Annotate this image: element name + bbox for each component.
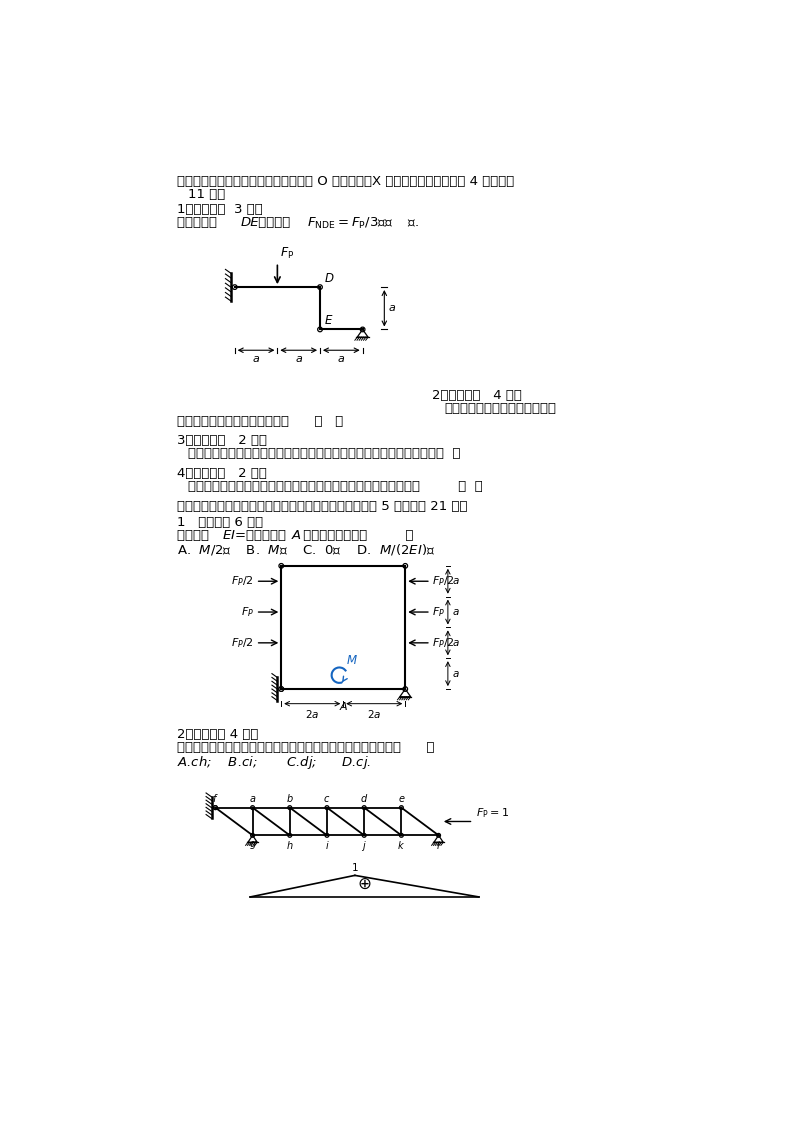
Text: =常数，截面: =常数，截面 — [235, 528, 290, 542]
Text: 4．（本小题   2 分）: 4．（本小题 2 分） — [177, 467, 266, 479]
Text: 力矩分配中的传递系数等于传递弯矩与分配弯矩之比，它与外因无关。（  ）: 力矩分配中的传递系数等于传递弯矩与分配弯矩之比，它与外因无关。（ ） — [188, 448, 461, 460]
Circle shape — [213, 806, 217, 810]
Text: $a$: $a$ — [337, 355, 346, 365]
Circle shape — [251, 834, 255, 837]
Text: 用力法解超静定结构时，只能采: 用力法解超静定结构时，只能采 — [444, 402, 556, 415]
Text: $\oplus$: $\oplus$ — [358, 875, 372, 893]
Text: A.$ch$;    B.$ci$;       C.$dj$;      D.$cj$.: A.$ch$; B.$ci$; C.$dj$; D.$cj$. — [177, 754, 371, 771]
Text: $a$: $a$ — [389, 303, 396, 313]
Circle shape — [279, 687, 284, 691]
Text: $A$: $A$ — [290, 528, 301, 542]
Text: 用多余约束力作为基本未知量。      （   ）: 用多余约束力作为基本未知量。 （ ） — [177, 415, 343, 427]
Text: $a$: $a$ — [295, 355, 303, 365]
Text: $M$: $M$ — [346, 654, 358, 668]
Text: $2a$: $2a$ — [367, 708, 381, 719]
Text: $a$: $a$ — [452, 577, 459, 586]
Circle shape — [400, 834, 404, 837]
Text: $i$: $i$ — [324, 839, 329, 852]
Text: $c$: $c$ — [324, 793, 331, 803]
Circle shape — [318, 285, 322, 289]
Text: $a$: $a$ — [452, 637, 459, 647]
Circle shape — [360, 328, 365, 332]
Text: 1．（本小题  3 分）: 1．（本小题 3 分） — [177, 203, 262, 217]
Text: $g$: $g$ — [249, 839, 256, 852]
Text: $f$: $f$ — [212, 792, 219, 803]
Text: DE: DE — [241, 217, 259, 229]
Text: 1   （本小题 6 分）: 1 （本小题 6 分） — [177, 516, 262, 528]
Text: $a$: $a$ — [252, 355, 260, 365]
Circle shape — [403, 563, 408, 568]
Circle shape — [400, 806, 404, 810]
Circle shape — [213, 806, 217, 810]
Circle shape — [362, 806, 366, 810]
Text: $A$: $A$ — [339, 700, 348, 711]
Text: $a$: $a$ — [452, 607, 459, 617]
Text: $F_P/2$: $F_P/2$ — [232, 574, 254, 588]
Text: 3．（本小题   2 分）: 3．（本小题 2 分） — [177, 434, 266, 448]
Text: 图示结构中: 图示结构中 — [177, 217, 221, 229]
Text: $F_P$: $F_P$ — [432, 605, 446, 619]
Text: $a$: $a$ — [452, 669, 459, 679]
Text: 一、是非题（将判断结果填入括弧：以 O 表示正确，X 表示错误）（本大题分 4 小题，共: 一、是非题（将判断结果填入括弧：以 O 表示正确，X 表示错误）（本大题分 4 … — [177, 175, 514, 187]
Text: $k$: $k$ — [397, 839, 405, 852]
Text: $F_{\rm NDE}=F_{\rm P}/3$。（    ）.: $F_{\rm NDE}=F_{\rm P}/3$。（ ）. — [307, 217, 419, 231]
Text: 2．（本小题   4 分）: 2．（本小题 4 分） — [432, 388, 523, 402]
Circle shape — [318, 328, 322, 332]
Text: $l$: $l$ — [436, 839, 441, 852]
Circle shape — [288, 834, 292, 837]
Circle shape — [403, 687, 408, 691]
Circle shape — [437, 834, 441, 837]
Text: 11 分）: 11 分） — [188, 187, 225, 201]
Circle shape — [362, 834, 366, 837]
Text: A.  $M/2$；    B.  $M$；    C.  $0$；    D.  $M/(2EI)$。: A. $M/2$； B. $M$； C. $0$； D. $M/(2EI)$。 — [177, 542, 435, 557]
Text: 图示结构: 图示结构 — [177, 528, 213, 542]
Circle shape — [325, 806, 329, 810]
Circle shape — [279, 563, 284, 568]
Text: $2a$: $2a$ — [305, 708, 320, 719]
Text: $F_{\rm P}=1$: $F_{\rm P}=1$ — [476, 806, 509, 820]
Text: $EI$: $EI$ — [221, 528, 236, 542]
Text: $j$: $j$ — [362, 839, 367, 853]
Text: $F_P/2$: $F_P/2$ — [432, 574, 455, 588]
Text: 2．（本小题 4 分）: 2．（本小题 4 分） — [177, 727, 258, 741]
Text: $a$: $a$ — [249, 793, 256, 803]
Text: $F_P$: $F_P$ — [241, 605, 254, 619]
Circle shape — [279, 687, 284, 691]
Text: $D$: $D$ — [324, 272, 335, 285]
Text: 图示桁架下弦承载，下面画出的杆件内力影响线，此杆件是：（      ）: 图示桁架下弦承载，下面画出的杆件内力影响线，此杆件是：（ ） — [177, 741, 434, 754]
Circle shape — [232, 285, 237, 289]
Text: 右侧的弯矩为：（         ）: 右侧的弯矩为：（ ） — [299, 528, 414, 542]
Text: $E$: $E$ — [324, 314, 333, 328]
Text: $h$: $h$ — [286, 839, 293, 852]
Text: $b$: $b$ — [286, 792, 293, 803]
Text: 二、选择题（将选中答案的字母填入括弧内）（本大题分 5 小题，共 21 分）: 二、选择题（将选中答案的字母填入括弧内）（本大题分 5 小题，共 21 分） — [177, 500, 467, 514]
Circle shape — [288, 806, 292, 810]
Text: 杆的轴力: 杆的轴力 — [254, 217, 295, 229]
Text: $F_P/2$: $F_P/2$ — [432, 636, 455, 650]
Text: $F_P/2$: $F_P/2$ — [232, 636, 254, 650]
Text: 用位移法解超静定结构时，基本结构超静定次数一定比原结构高。         （  ）: 用位移法解超静定结构时，基本结构超静定次数一定比原结构高。 （ ） — [188, 479, 483, 493]
Circle shape — [251, 806, 255, 810]
Text: $F_{\rm P}$: $F_{\rm P}$ — [280, 246, 294, 261]
Text: $e$: $e$ — [397, 793, 405, 803]
Text: $d$: $d$ — [360, 792, 368, 803]
Text: 1: 1 — [351, 863, 358, 873]
Circle shape — [325, 834, 329, 837]
